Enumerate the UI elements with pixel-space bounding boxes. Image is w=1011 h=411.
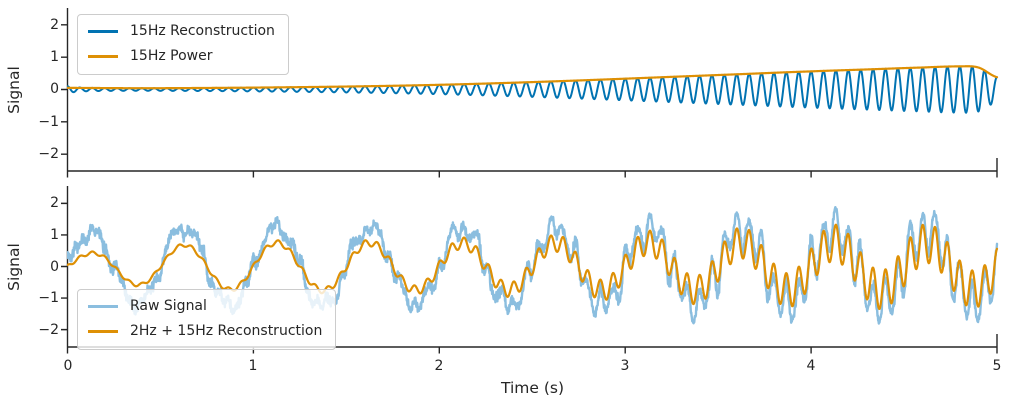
legend-line-swatch-blue <box>88 30 118 33</box>
xtick-1: 1 <box>248 358 258 374</box>
xtick-5: 5 <box>992 358 1002 374</box>
bottom-ytick-2: 2 <box>50 195 59 211</box>
legend-line-swatch-orange <box>88 55 118 58</box>
legend-label: 15Hz Reconstruction <box>130 23 275 39</box>
legend-item-15hz-reconstruction: 15Hz Reconstruction <box>88 22 275 41</box>
xtick-4: 4 <box>806 358 816 374</box>
bottom-ytick-neg1: −1 <box>38 290 59 306</box>
legend-item-15hz-power: 15Hz Power <box>88 47 275 66</box>
bottom-ytick-neg2: −2 <box>38 322 59 338</box>
top-legend: 15Hz Reconstruction 15Hz Power <box>77 14 289 75</box>
xtick-2: 2 <box>434 358 444 374</box>
bottom-legend: Raw Signal 2Hz + 15Hz Reconstruction <box>77 289 337 350</box>
legend-label: 15Hz Power <box>130 48 213 64</box>
legend-line-swatch-lightblue <box>88 305 118 308</box>
x-axis-label: Time (s) <box>500 379 565 397</box>
xtick-0: 0 <box>63 358 73 374</box>
top-ytick-1: 1 <box>50 49 59 65</box>
legend-label: Raw Signal <box>130 298 207 314</box>
legend-line-swatch-orange <box>88 330 118 333</box>
legend-item-raw-signal: Raw Signal <box>88 297 322 316</box>
bottom-ytick-1: 1 <box>50 227 59 243</box>
legend-item-2hz-15hz-reconstruction: 2Hz + 15Hz Reconstruction <box>88 322 322 341</box>
top-ytick-neg1: −1 <box>38 114 59 130</box>
top-ytick-0: 0 <box>50 81 59 97</box>
bottom-y-axis-label: Signal <box>5 243 23 291</box>
top-ytick-2: 2 <box>50 17 59 33</box>
bottom-ytick-0: 0 <box>50 259 59 275</box>
xtick-3: 3 <box>620 358 630 374</box>
top-y-axis-label: Signal <box>5 66 23 114</box>
top-ytick-neg2: −2 <box>38 146 59 162</box>
legend-label: 2Hz + 15Hz Reconstruction <box>130 323 323 339</box>
